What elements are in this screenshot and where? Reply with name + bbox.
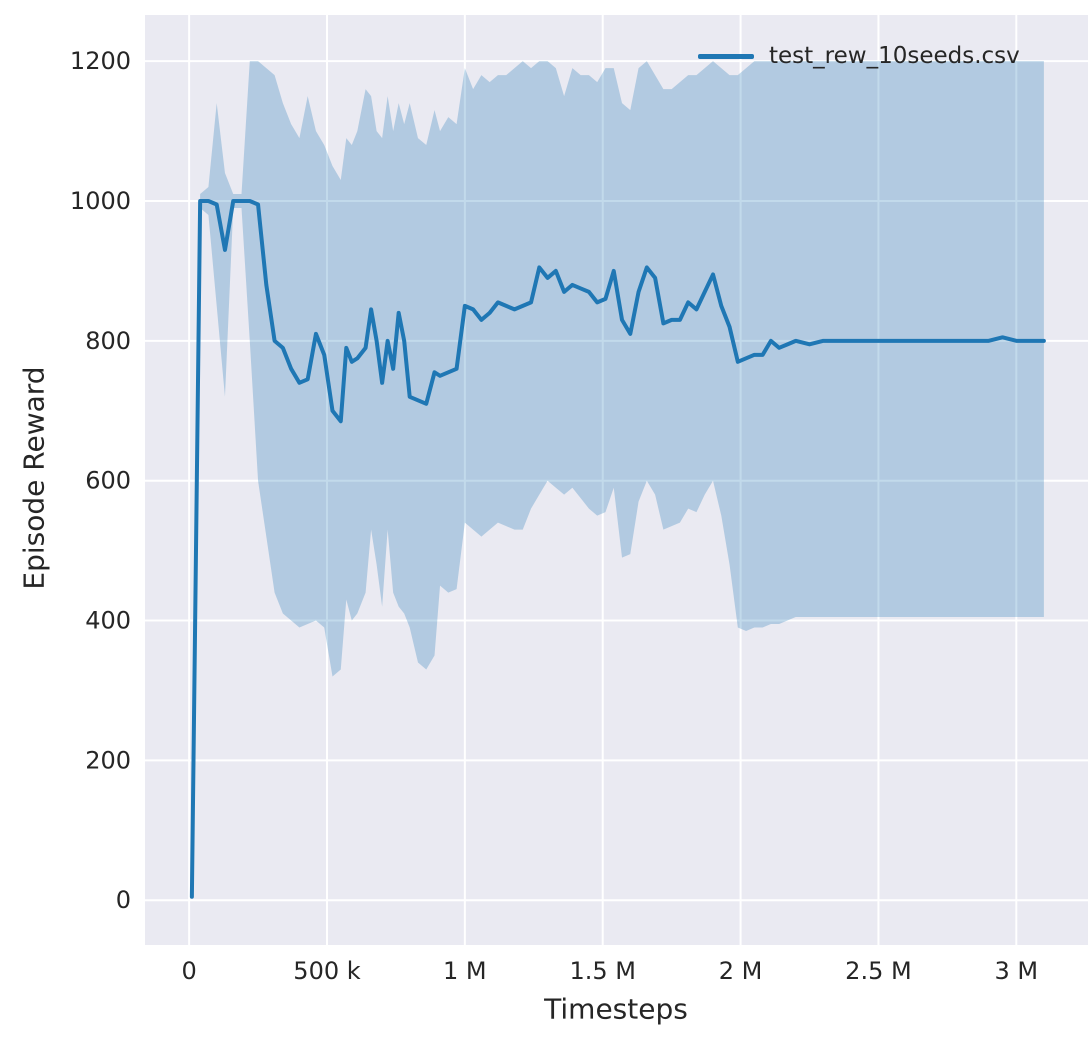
y-tick-label: 1000 — [70, 187, 131, 215]
y-tick-label: 200 — [85, 746, 131, 774]
confidence-band — [191, 61, 1044, 901]
y-tick-label: 1200 — [70, 47, 131, 75]
x-axis-label: Timesteps — [544, 992, 688, 1026]
y-tick-label: 600 — [85, 467, 131, 495]
x-tick-label: 1 M — [443, 957, 487, 985]
y-tick-label: 400 — [85, 607, 131, 635]
legend-label: test_rew_10seeds.csv — [769, 43, 1020, 69]
mean-line — [189, 199, 1046, 899]
x-tick-label: 2 M — [719, 957, 763, 985]
x-tick-label: 3 M — [995, 957, 1039, 985]
legend: test_rew_10seeds.csv — [698, 43, 1020, 69]
x-tick-label: 2.5 M — [845, 957, 912, 985]
y-tick-label: 800 — [85, 327, 131, 355]
y-axis-label: Episode Reward — [17, 366, 51, 590]
x-tick-label: 1.5 M — [569, 957, 636, 985]
legend-line-swatch — [698, 53, 754, 59]
y-tick-label: 0 — [116, 886, 131, 914]
x-tick-label: 0 — [181, 957, 196, 985]
x-tick-label: 500 k — [293, 957, 360, 985]
